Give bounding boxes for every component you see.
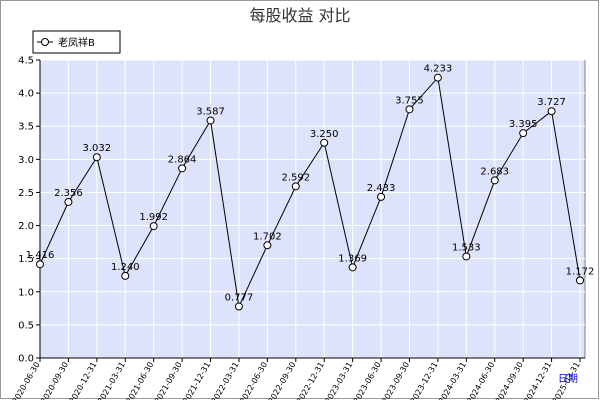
data-point — [462, 252, 471, 261]
data-label: 2.433 — [367, 183, 396, 194]
data-point — [92, 153, 101, 162]
x-axis-label: 日期 — [558, 373, 578, 385]
data-point — [547, 107, 556, 116]
y-tick-label: 0.5 — [18, 320, 34, 331]
data-label: 3.250 — [310, 129, 339, 140]
y-tick-label: 1.0 — [18, 287, 34, 298]
y-tick-label: 0.0 — [18, 354, 34, 365]
data-label: 3.755 — [395, 95, 424, 106]
data-label: 4.233 — [424, 64, 453, 75]
y-tick-label: 4.5 — [18, 56, 34, 67]
data-point — [291, 182, 300, 191]
series-layer — [36, 73, 584, 311]
data-labels: 1.416 2.356 3.032 1.240 1.992 2.864 3.587 0.777… — [26, 64, 595, 304]
data-point — [64, 197, 73, 206]
data-point — [149, 222, 158, 231]
y-tick-label: 2.5 — [18, 188, 34, 199]
y-tick-label: 4.0 — [18, 89, 34, 100]
y-tick-label: 3.0 — [18, 155, 34, 166]
data-label: 1.240 — [111, 262, 140, 273]
data-point — [178, 164, 187, 173]
data-point — [519, 129, 528, 138]
series-line — [39, 76, 581, 309]
y-axis: 0.0 0.5 1.0 1.5 2.0 2.5 3.0 3.5 4.0 4.5 — [18, 56, 41, 365]
data-label: 3.727 — [537, 97, 566, 108]
legend: 老凤祥B — [32, 30, 121, 54]
data-point — [405, 105, 414, 114]
legend-label: 老凤祥B — [58, 36, 95, 49]
data-label: 3.587 — [196, 106, 225, 117]
data-point — [348, 263, 357, 272]
data-label: 2.356 — [54, 188, 83, 199]
data-label: 1.369 — [338, 253, 367, 264]
data-label: 1.533 — [452, 242, 481, 253]
data-point — [263, 241, 272, 250]
data-label: 2.864 — [168, 154, 197, 165]
data-label: 1.172 — [566, 266, 595, 277]
y-tick-label: 2.0 — [18, 221, 34, 232]
data-point — [121, 271, 130, 280]
data-point — [206, 116, 215, 125]
data-point — [490, 176, 499, 185]
legend-marker — [41, 38, 49, 46]
data-label: 2.592 — [281, 172, 310, 183]
data-point — [576, 276, 584, 285]
data-label: 3.032 — [83, 143, 112, 154]
data-label: 2.683 — [480, 166, 509, 177]
data-label: 0.777 — [225, 293, 254, 304]
chart-title: 每股收益 对比 — [249, 6, 350, 25]
data-point — [320, 138, 329, 147]
y-tick-label: 1.5 — [18, 254, 34, 265]
data-label: 1.416 — [26, 250, 55, 261]
y-tick-label: 3.5 — [18, 122, 34, 133]
data-point — [234, 302, 243, 311]
data-label: 3.395 — [509, 119, 538, 130]
plot-area — [39, 59, 586, 359]
legend-box — [32, 30, 121, 54]
data-point — [377, 192, 386, 201]
data-label: 1.992 — [139, 212, 168, 223]
data-point — [36, 260, 44, 269]
data-point — [433, 73, 442, 82]
data-label: 1.702 — [253, 231, 282, 242]
